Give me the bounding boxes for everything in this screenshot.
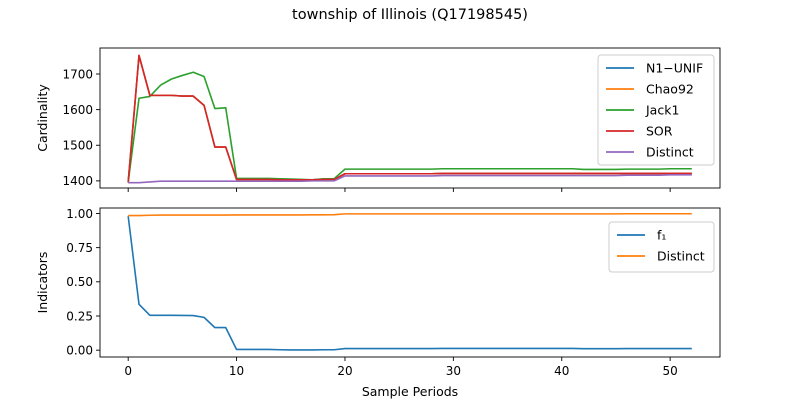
legend-label-4: Distinct <box>646 145 694 160</box>
y-tick-label: 1600 <box>62 103 93 117</box>
series-line-cardinality-3 <box>127 54 692 183</box>
x-tick-label: 50 <box>662 364 677 378</box>
y-tick-label: 1500 <box>62 139 93 153</box>
figure-title: township of Illinois (Q17198545) <box>292 7 528 23</box>
axes-frame <box>99 47 721 189</box>
cardinality-panel: 1400 1500 1600 1700 Cardinality N1−UNIF Chao92… <box>35 47 721 192</box>
series-line-indicators-0 <box>127 216 692 351</box>
x-axis-label: Sample Periods <box>362 384 458 399</box>
legend-box <box>597 54 715 166</box>
series-line-cardinality-4 <box>128 174 692 184</box>
axes-frame <box>99 207 721 358</box>
y-tick-label: 1400 <box>62 174 93 188</box>
x-tick-label: 0 <box>124 364 132 378</box>
legend-label-1: Chao92 <box>646 82 694 97</box>
y-tick-label: 0.25 <box>66 309 93 323</box>
legend-label-0: f₁ <box>657 228 666 243</box>
y-axis-label: Indicators <box>35 252 50 314</box>
legend-label-0: N1−UNIF <box>646 61 703 76</box>
x-tick-label: 40 <box>554 364 569 378</box>
series-line-indicators-1 <box>128 212 692 217</box>
y-tick-label: 0.50 <box>66 275 93 289</box>
indicators-panel: 0.00 0.25 0.50 0.75 1.00 0 10 20 30 40 50 Indicator… <box>35 207 721 399</box>
legend-label-3: SOR <box>646 124 673 139</box>
y-tick-label: 0.75 <box>66 241 93 255</box>
legend-label-2: Jack1 <box>645 103 679 118</box>
y-tick-label: 1.00 <box>66 207 93 221</box>
legend-label-1: Distinct <box>657 249 705 264</box>
y-tick-label: 1700 <box>62 67 93 81</box>
x-tick-label: 10 <box>229 364 244 378</box>
y-axis-label: Cardinality <box>35 84 50 152</box>
x-tick-label: 30 <box>446 364 461 378</box>
series-line-cardinality-2 <box>127 71 692 183</box>
x-tick-label: 20 <box>337 364 352 378</box>
y-tick-label: 0.00 <box>66 343 93 357</box>
